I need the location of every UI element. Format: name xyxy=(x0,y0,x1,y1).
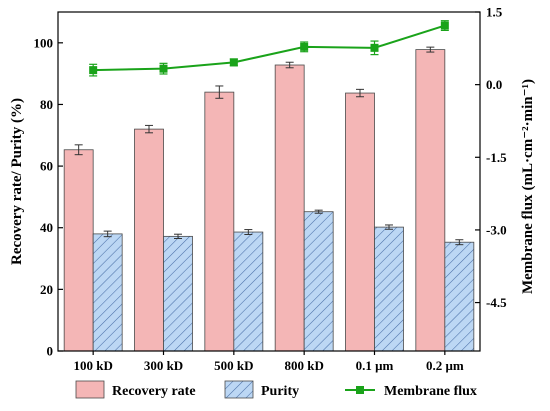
y2-tick-label: 0.0 xyxy=(486,77,502,92)
bar-purity xyxy=(374,226,404,352)
y2-tick-label: -4.5 xyxy=(486,295,507,310)
x-tick-label: 100 kD xyxy=(73,358,112,373)
y-tick-label: 20 xyxy=(40,282,53,297)
legend-swatch xyxy=(224,380,254,399)
y-tick-label: 100 xyxy=(34,35,54,50)
x-tick-label: 800 kD xyxy=(284,358,323,373)
bar-recovery-rate xyxy=(204,91,235,352)
bar-purity xyxy=(444,241,475,352)
x-tick-label: 500 kD xyxy=(214,358,253,373)
bar-purity xyxy=(303,211,334,352)
flux-point xyxy=(159,64,168,73)
y2-tick-label: -1.5 xyxy=(486,150,507,165)
legend-swatch xyxy=(75,380,105,399)
legend-label: Purity xyxy=(261,384,299,399)
bar-purity xyxy=(92,233,123,352)
flux-point xyxy=(89,66,98,75)
y-tick-label: 80 xyxy=(40,97,53,112)
plot-frame xyxy=(57,11,481,352)
x-tick-label: 300 kD xyxy=(144,358,183,373)
legend-label: Recovery rate xyxy=(112,384,196,399)
legend-label: Membrane flux xyxy=(384,384,477,399)
y2-axis-label: Membrane flux (mL·cm⁻²·min⁻¹) xyxy=(520,79,536,294)
y-tick-label: 0 xyxy=(47,344,54,359)
membrane-flux-line xyxy=(93,24,446,72)
bar-recovery-rate xyxy=(134,128,164,352)
legend-marker xyxy=(356,386,364,394)
bar-recovery-rate xyxy=(274,64,305,352)
flux-point xyxy=(370,43,379,52)
flux-point xyxy=(300,42,309,51)
bar-recovery-rate xyxy=(415,49,446,352)
bar-recovery-rate xyxy=(345,92,375,352)
y-tick-label: 60 xyxy=(40,159,53,174)
y2-tick-label: -3.0 xyxy=(486,222,507,237)
flux-point xyxy=(229,58,238,67)
bar-purity xyxy=(163,235,193,352)
y2-axis-label-units: (mL·cm⁻²·min⁻¹) xyxy=(520,79,536,190)
y-tick-label: 40 xyxy=(40,220,53,235)
y2-tick-label: 1.5 xyxy=(486,5,503,20)
legend: Recovery rate Purity Membrane flux xyxy=(75,380,477,399)
y-axis-label: Recovery rate/ Purity (%) xyxy=(9,98,25,265)
bar-purity xyxy=(233,231,264,352)
flux-point xyxy=(440,21,449,30)
bar-recovery-rate xyxy=(63,149,94,352)
x-tick-label: 0.1 μm xyxy=(356,358,394,373)
x-tick-label: 0.2 μm xyxy=(426,358,464,373)
y2-axis-label-name: Membrane flux xyxy=(520,194,536,294)
